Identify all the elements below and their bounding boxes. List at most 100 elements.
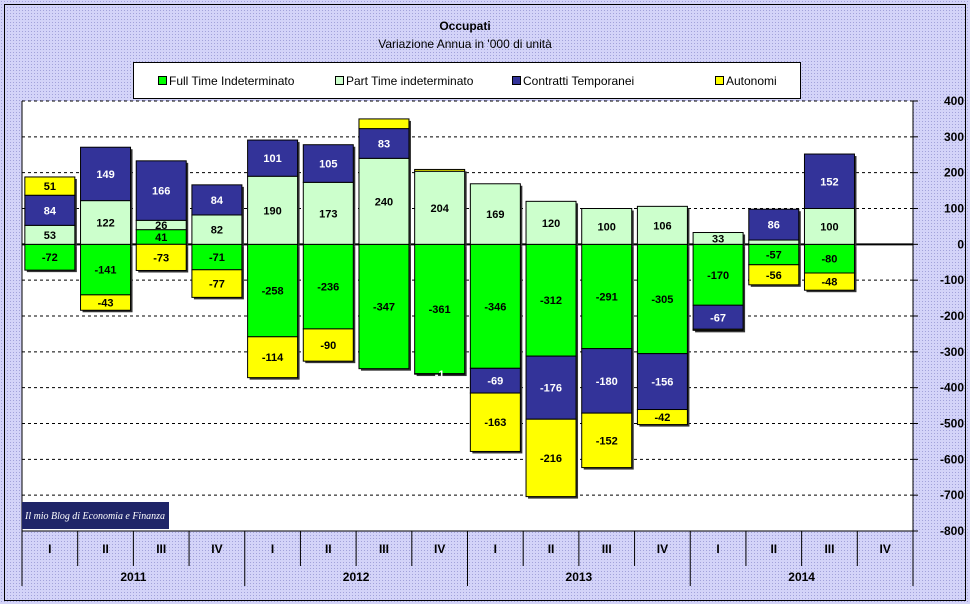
data-label-temporary: 86 [768, 220, 780, 232]
legend-item-full-time: Full Time Indeterminato [158, 74, 295, 88]
data-label-temporary: 105 [319, 159, 337, 171]
x-tick-label: III [379, 542, 389, 556]
y-tick-label: 200 [944, 166, 964, 180]
bar-full-time-4 [247, 243, 299, 338]
data-label-part-time: 190 [263, 205, 281, 217]
bar-temporary-14 [803, 153, 855, 210]
x-tick-label: I [48, 542, 51, 556]
bar-full-time-14 [803, 243, 855, 274]
data-label-full-time: -258 [262, 286, 284, 298]
data-label-part-time: 100 [598, 221, 616, 233]
y-tick-label: 100 [944, 202, 964, 216]
y-tick-label: -800 [940, 524, 964, 538]
data-label-part-time: 122 [96, 217, 114, 229]
data-label-self-employed: -43 [98, 298, 114, 310]
legend-label-temporary: Contratti Temporanei [523, 74, 634, 88]
bar-temporary-8 [469, 367, 521, 394]
legend-swatch-self-employed [715, 76, 724, 85]
bar-temporary-13 [748, 208, 800, 241]
data-label-self-employed: -163 [484, 417, 506, 429]
chart-border [4, 4, 966, 601]
data-label-part-time: 173 [319, 208, 337, 220]
data-label-part-time: 120 [542, 218, 560, 230]
bar-full-time-7 [414, 243, 466, 375]
data-label-temporary: -176 [540, 383, 562, 395]
bar-temporary-7 [414, 373, 466, 375]
bar-temporary-3 [191, 184, 243, 216]
x-tick-label: II [102, 542, 109, 556]
legend: Full Time Indeterminato Part Time indete… [133, 62, 801, 99]
data-label-self-employed: -114 [262, 352, 284, 364]
bar-self-employed-3 [191, 269, 243, 298]
bar-temporary-6 [358, 128, 410, 159]
data-label-temporary: 84 [44, 205, 57, 217]
data-label-self-employed: -48 [822, 277, 838, 289]
data-label-self-employed: -56 [766, 270, 782, 282]
bar-self-employed-9 [525, 418, 577, 498]
x-tick-label: IV [879, 542, 890, 556]
bar-part-time-11 [636, 205, 688, 245]
data-label-self-employed: -77 [209, 279, 225, 291]
legend-label-full-time: Full Time Indeterminato [169, 74, 295, 88]
bar-part-time-1 [80, 200, 132, 245]
bar-self-employed-14 [803, 272, 855, 291]
x-group-label: 2011 [120, 570, 146, 584]
data-label-full-time: -72 [42, 252, 58, 264]
bar-part-time-7 [414, 170, 466, 245]
x-tick-label: III [824, 542, 834, 556]
data-label-full-time: 41 [155, 232, 167, 244]
data-label-part-time: 33 [712, 233, 724, 245]
legend-item-temporary: Contratti Temporanei [512, 74, 634, 88]
data-label-temporary: -67 [710, 312, 726, 324]
bar-self-employed-11 [636, 409, 688, 426]
bar-self-employed-8 [469, 392, 521, 452]
data-label-self-employed: -152 [596, 435, 618, 447]
x-tick-label: IV [657, 542, 668, 556]
data-label-temporary: 101 [263, 153, 281, 165]
x-tick-label: II [770, 542, 777, 556]
bar-part-time-5 [302, 181, 354, 245]
data-label-temporary: -69 [487, 376, 503, 388]
data-label-self-employed: 51 [44, 181, 56, 193]
bar-self-employed-5 [302, 328, 354, 362]
data-label-full-time: -57 [766, 250, 782, 262]
data-label-full-time: -80 [822, 254, 838, 266]
data-label-full-time: -141 [95, 265, 117, 277]
bar-self-employed-0 [24, 176, 76, 196]
bar-self-employed-12 [692, 328, 744, 331]
y-tick-label: -600 [940, 452, 964, 466]
legend-label-part-time: Part Time indeterminato [346, 74, 474, 88]
y-tick-label: -100 [940, 273, 964, 287]
bar-temporary-1 [80, 146, 132, 202]
x-tick-label: IV [211, 542, 222, 556]
legend-item-self-employed: Autonomi [715, 74, 777, 88]
bar-temporary-0 [24, 194, 76, 226]
bar-self-employed-10 [581, 412, 633, 469]
bar-self-employed-6 [358, 118, 410, 130]
data-label-self-employed: -216 [540, 453, 562, 465]
bar-self-employed-13 [748, 264, 800, 286]
chart-subtitle: Variazione Annua in '000 di unità [378, 37, 552, 51]
data-label-full-time: -312 [540, 295, 562, 307]
data-label-temporary: -180 [596, 376, 618, 388]
bar-full-time-3 [191, 243, 243, 271]
x-tick-label: III [602, 542, 612, 556]
bar-temporary-9 [525, 355, 577, 420]
data-label-temporary: 152 [820, 176, 838, 188]
legend-box [133, 62, 801, 99]
bar-temporary-11 [636, 353, 688, 411]
y-tick-label: -300 [940, 345, 964, 359]
data-label-temporary: 166 [152, 186, 170, 198]
y-tick-label: -400 [940, 381, 964, 395]
x-group-label: 2013 [566, 570, 593, 584]
y-tick-label: 400 [944, 94, 964, 108]
data-label-part-time: 100 [820, 221, 838, 233]
y-tick-label: -700 [940, 488, 964, 502]
bar-full-time-0 [24, 243, 76, 271]
data-label-part-time: 240 [375, 196, 393, 208]
y-tick-label: -200 [940, 309, 964, 323]
y-tick-label: 300 [944, 130, 964, 144]
x-tick-label: II [548, 542, 555, 556]
legend-label-self-employed: Autonomi [726, 74, 777, 88]
bar-part-time-9 [525, 200, 577, 245]
